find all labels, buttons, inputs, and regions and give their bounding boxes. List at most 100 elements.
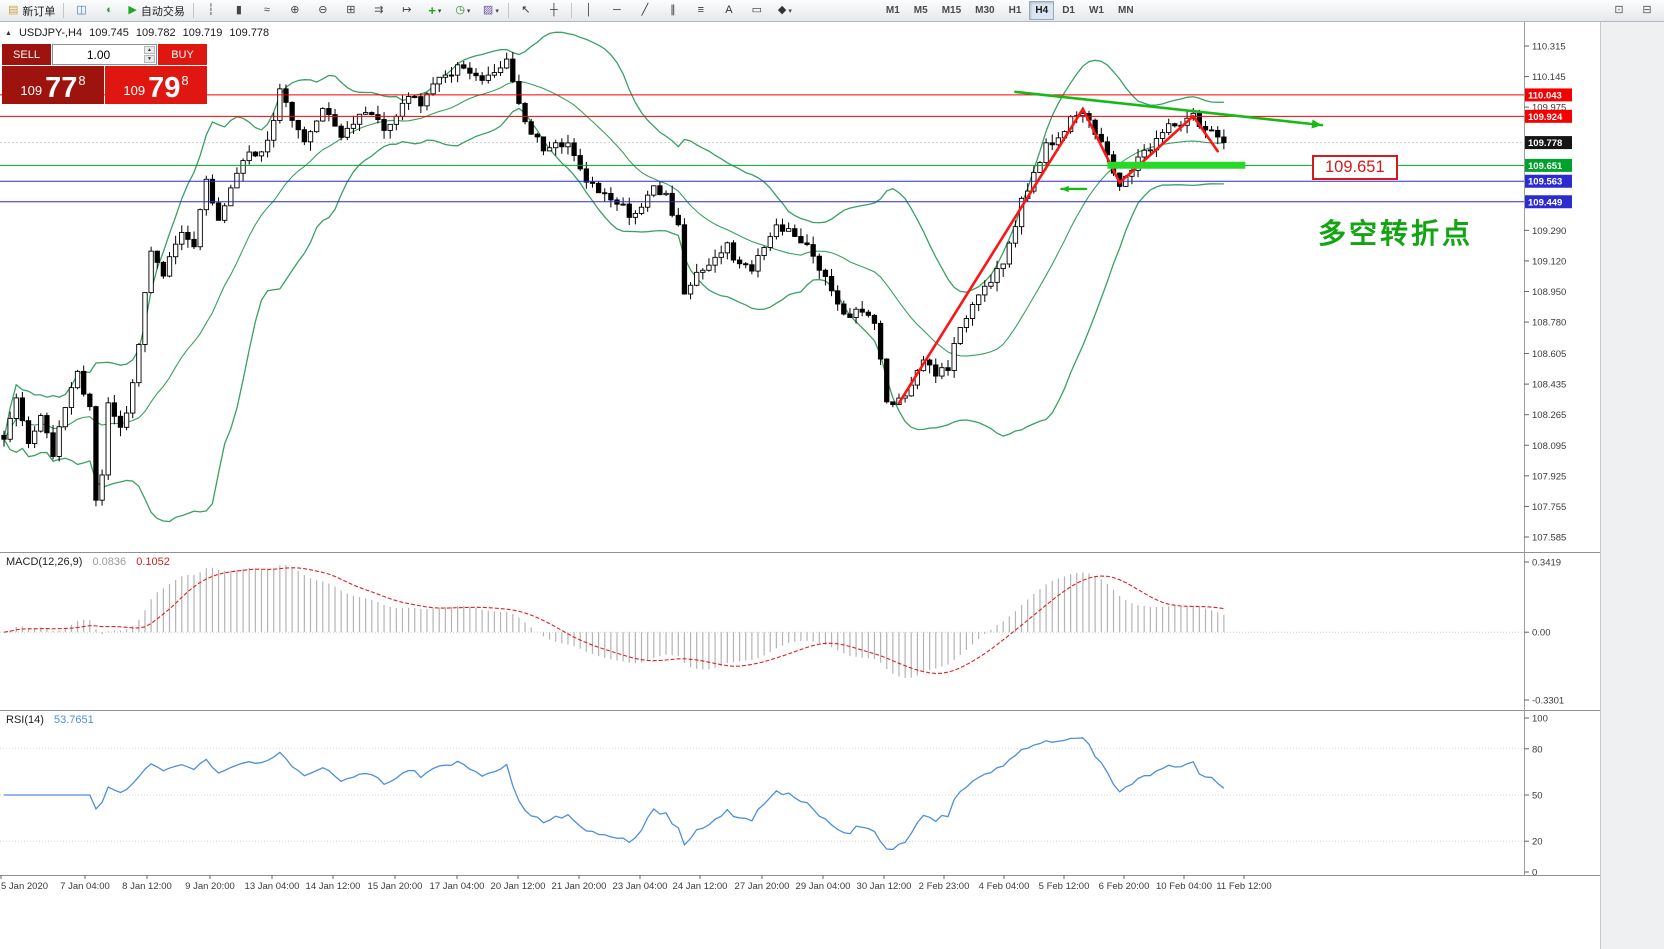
toolbar: ▤ 新订单 ◫ ◐ ▶ 自动交易 ┆ ▮ ≈ ⊕ ⊖ ⊞ ⇉ ↦ + ▾ ◷ ▾ ▨ ▾ ↖ ┼ │ ─ ╱ ∥ ≡ A ▭ ◆ ▾ M1 M5… (0, 0, 1664, 22)
price-tick-label: 110.145 (1532, 72, 1566, 83)
chart-shift-button[interactable]: ↦ (394, 1, 420, 21)
periods-menu-button[interactable]: ◷ ▾ (450, 1, 476, 21)
timeframe-w1[interactable]: W1 (1088, 5, 1104, 16)
zoom-out-button[interactable]: ⊖ (310, 1, 336, 21)
time-tick-label: 17 Jan 04:00 (430, 881, 485, 892)
window-list-icon[interactable]: ⊟ (1634, 1, 1660, 21)
level-price-tag (1525, 174, 1572, 188)
sell-price-button[interactable]: 109 77 8 (2, 66, 104, 104)
vertical-line-tool-button[interactable]: │ (576, 1, 602, 21)
zoom-in-button-glyph: ⊕ (290, 4, 300, 16)
time-tick-label: 29 Jan 04:00 (796, 881, 851, 892)
time-tick-label: 24 Jan 12:00 (673, 881, 728, 892)
price-axis[interactable]: 110.315 110.145 109.975 109.290 109.120 108.9… (1524, 42, 1572, 544)
cursor-tool-button-glyph: ↖ (521, 4, 531, 16)
time-tick-label: 11 Feb 12:00 (1216, 881, 1271, 892)
shapes-menu-button[interactable]: ◆ ▾ (772, 1, 798, 21)
timeframe-m30[interactable]: M30 (975, 5, 995, 16)
fibonacci-tool-button[interactable]: ≡ (688, 1, 714, 21)
timeframe-m15[interactable]: M15 (941, 5, 962, 16)
trendline-tool-button[interactable]: ╱ (632, 1, 658, 21)
toolbar-separator (570, 3, 572, 18)
price-tag-label: 109.651 (1528, 161, 1563, 172)
volume-field: ▲ ▼ (52, 44, 157, 65)
bar-chart-button-glyph: ┆ (207, 4, 215, 16)
volume-up-button[interactable]: ▲ (144, 46, 155, 54)
support-zone-bar[interactable] (1107, 161, 1246, 169)
price-tick-label: 108.265 (1532, 410, 1566, 421)
chart-area[interactable]: 110.315 110.145 109.975 109.290 109.120 108.9… (0, 22, 1664, 949)
rsi-value: 53.7651 (53, 714, 94, 726)
rsi-panel (0, 737, 1524, 851)
indicators-menu-button[interactable]: + ▾ (422, 1, 448, 21)
label-tool-button-glyph: ▭ (751, 4, 763, 16)
horizontal-line-tool-button[interactable]: ─ (604, 1, 630, 21)
price-tick-label: 109.290 (1532, 226, 1566, 237)
cursor-tool-button[interactable]: ↖ (513, 1, 539, 21)
buy-button[interactable]: BUY (158, 44, 207, 65)
macd-signal-line (3, 567, 1224, 675)
price-tick-label: 108.780 (1532, 318, 1566, 329)
volume-input[interactable] (53, 45, 156, 64)
price-tag-label: 110.043 (1528, 90, 1562, 101)
dock-window-icon[interactable]: ⊡ (1606, 1, 1632, 21)
time-tick-label: 8 Jan 12:00 (122, 881, 172, 892)
symbol-label: USDJPY-,H4 (18, 27, 83, 39)
rsi-tick-label: 20 (1532, 837, 1543, 848)
volume-down-button[interactable]: ▼ (144, 55, 155, 63)
buy-price-main: 79 (148, 72, 181, 105)
channel-tool-button[interactable]: ∥ (660, 1, 686, 21)
indicators-menu-button-glyph: + (428, 3, 436, 18)
line-chart-button[interactable]: ≈ (254, 1, 280, 21)
time-tick-label: 23 Jan 04:00 (613, 881, 668, 892)
price-tick-label: 107.755 (1532, 502, 1566, 513)
dropdown-arrow-icon: ▾ (788, 7, 792, 15)
time-tick-label: 5 Feb 12:00 (1039, 881, 1090, 892)
buy-price-button[interactable]: 109 79 8 (105, 66, 207, 104)
expand-arrow-icon[interactable]: ▲ (5, 29, 12, 37)
new-order-button[interactable]: ▤ 新订单 (4, 1, 59, 21)
turning-point-note[interactable]: 多空转折点 (1318, 218, 1474, 249)
timeframe-d1[interactable]: D1 (1062, 5, 1075, 16)
time-axis[interactable]: 5 Jan 2020 7 Jan 04:00 8 Jan 12:00 9 Jan 20… (0, 875, 1272, 892)
current-price-tag (1525, 136, 1572, 150)
timeframe-h1[interactable]: H1 (1008, 5, 1022, 16)
market-watch-icon[interactable]: ◫ (68, 1, 94, 21)
rsi-tick-label: 80 (1532, 744, 1543, 755)
macd-indicator-label: MACD(12,26,9) 0.0836 0.1052 (6, 556, 170, 568)
new-order-button-label: 新订单 (22, 5, 56, 18)
timeframe-mn[interactable]: MN (1117, 5, 1134, 16)
candlestick-chart-button[interactable]: ▮ (226, 1, 252, 21)
timeframe-m1[interactable]: M1 (885, 5, 900, 16)
window-list-icon: ⊟ (1642, 4, 1652, 16)
zoom-in-button[interactable]: ⊕ (282, 1, 308, 21)
red-zigzag-trend[interactable] (897, 107, 1220, 405)
tile-windows-button[interactable]: ⊞ (338, 1, 364, 21)
auto-scroll-button[interactable]: ⇉ (366, 1, 392, 21)
navigator-icon[interactable]: ◐ (96, 1, 122, 21)
auto-scroll-button-glyph: ⇉ (374, 4, 384, 16)
chart-annotations[interactable] (897, 90, 1324, 405)
macd-tick-label: -0.3301 (1532, 696, 1564, 707)
crosshair-tool-button[interactable]: ┼ (541, 1, 567, 21)
text-tool-button[interactable]: A (716, 1, 742, 21)
sell-button[interactable]: SELL (2, 44, 51, 65)
auto-trading-button-label: 自动交易 (140, 5, 185, 18)
macd-tick-label: 0.00 (1532, 628, 1551, 639)
symbol-ohlc-line: ▲ USDJPY-,H4 109.745 109.782 109.719 109… (5, 27, 269, 39)
timeframe-m5[interactable]: M5 (913, 5, 928, 16)
bar-chart-button[interactable]: ┆ (198, 1, 224, 21)
auto-trading-button[interactable]: ▶ 自动交易 (124, 1, 188, 21)
price-callout-label[interactable]: 109.651 (1312, 155, 1398, 180)
level-price-tag (1525, 158, 1572, 172)
macd-tick-label: 0.3419 (1532, 558, 1561, 569)
fibonacci-tool-button-glyph: ≡ (697, 4, 705, 16)
price-tag-label: 109.924 (1528, 112, 1563, 123)
label-tool-button[interactable]: ▭ (744, 1, 770, 21)
time-tick-label: 13 Jan 04:00 (245, 881, 300, 892)
price-tick-label: 108.950 (1532, 287, 1566, 298)
sell-price-pip: 8 (78, 73, 86, 88)
time-tick-label: 4 Feb 04:00 (979, 881, 1030, 892)
timeframe-h4[interactable]: H4 (1029, 1, 1055, 20)
templates-menu-button[interactable]: ▨ ▾ (478, 1, 504, 21)
